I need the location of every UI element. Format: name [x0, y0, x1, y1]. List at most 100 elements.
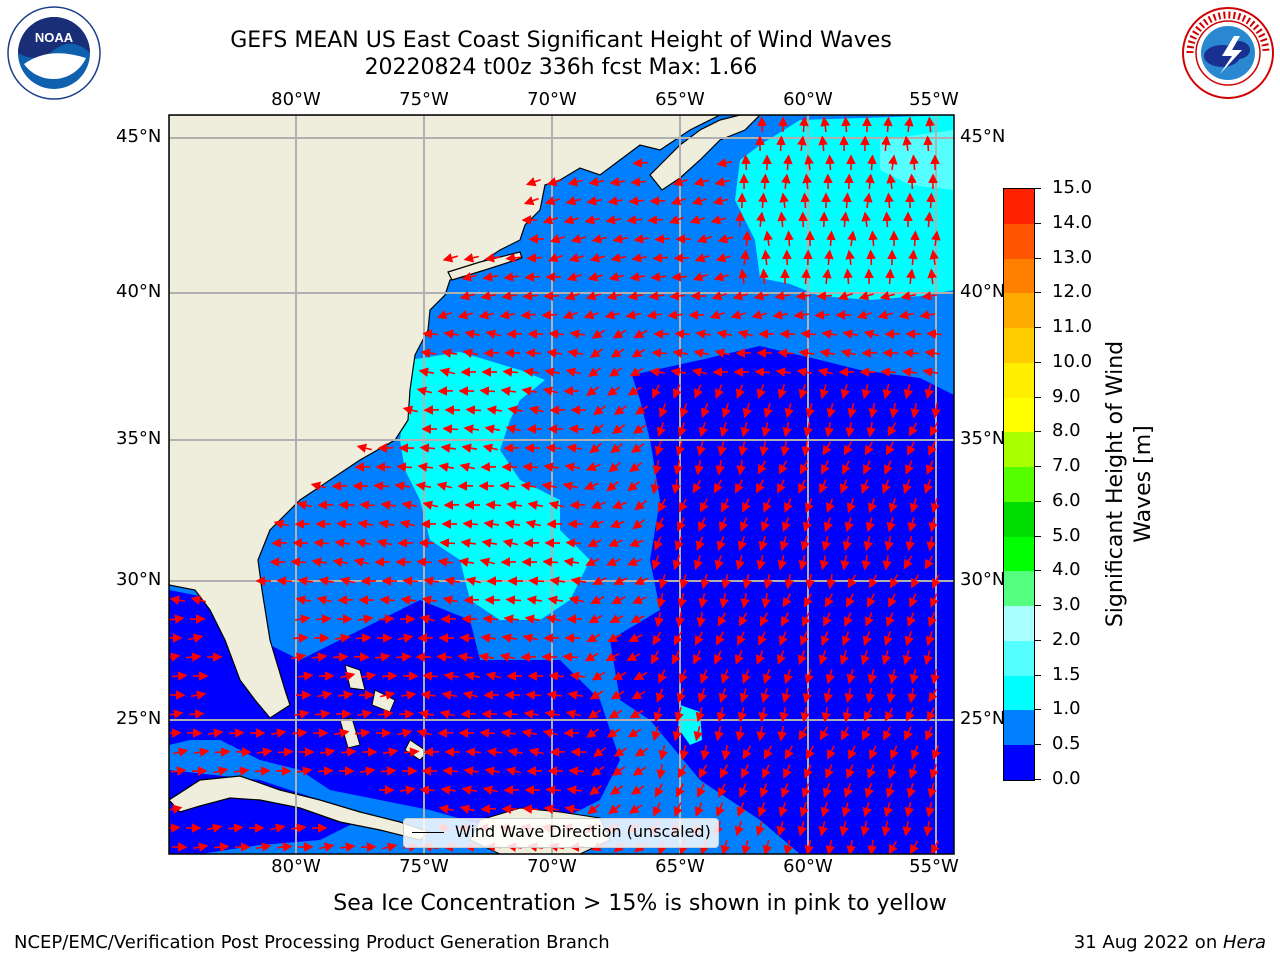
wave-direction-arrow	[440, 443, 457, 453]
wave-direction-arrow	[742, 230, 752, 247]
wave-direction-arrow	[546, 177, 562, 187]
wave-direction-arrow	[784, 573, 794, 590]
wave-direction-arrow	[297, 576, 314, 586]
wave-direction-arrow	[436, 481, 452, 491]
wave-direction-arrow	[904, 460, 914, 475]
wave-direction-arrow	[882, 554, 892, 571]
wave-direction-arrow	[818, 650, 828, 666]
wave-direction-arrow	[549, 576, 566, 586]
wave-direction-arrow	[570, 234, 586, 244]
colorbar-tick-mark	[1035, 327, 1041, 329]
wave-direction-arrow	[373, 481, 390, 491]
wave-direction-arrow	[355, 633, 372, 643]
wave-direction-arrow	[630, 177, 647, 187]
wave-direction-arrow	[798, 479, 807, 494]
wave-direction-arrow	[799, 631, 809, 646]
wave-direction-arrow	[758, 631, 767, 646]
wave-direction-arrow	[802, 612, 811, 627]
wave-direction-arrow	[714, 348, 730, 358]
wave-direction-arrow	[888, 840, 898, 854]
wave-direction-arrow	[738, 441, 748, 457]
wave-direction-arrow	[924, 348, 941, 358]
colorbar-segment	[1004, 571, 1034, 607]
colorbar-tick-mark	[1035, 639, 1041, 641]
wave-direction-arrow	[693, 384, 703, 399]
wave-direction-arrow	[698, 764, 708, 779]
colorbar-tick-mark	[1035, 535, 1041, 537]
wave-region-mid-center	[400, 352, 590, 620]
wave-direction-arrow	[860, 650, 870, 666]
wave-direction-arrow	[737, 329, 753, 339]
wave-direction-arrow	[541, 310, 558, 320]
wave-direction-arrow	[717, 441, 727, 457]
wave-direction-arrow	[276, 576, 293, 586]
wave-direction-arrow	[779, 707, 789, 723]
wave-direction-arrow	[656, 422, 666, 438]
wave-direction-arrow	[591, 671, 606, 681]
wave-direction-arrow	[734, 479, 744, 494]
wave-direction-arrow	[847, 230, 857, 247]
wave-direction-arrow	[697, 688, 707, 704]
lon-label-bottom: 75°W	[399, 856, 449, 877]
wave-direction-arrow	[439, 367, 455, 377]
wave-direction-arrow	[629, 709, 644, 719]
wave-direction-arrow	[889, 745, 899, 760]
wave-direction-arrow	[462, 348, 478, 358]
wave-direction-arrow	[439, 538, 456, 548]
wave-direction-arrow	[735, 384, 745, 399]
colorbar-tick-mark	[1035, 744, 1041, 746]
wave-direction-arrow	[929, 249, 939, 266]
wave-direction-arrow	[783, 840, 793, 854]
wave-direction-arrow	[804, 154, 814, 171]
wave-direction-arrow	[762, 840, 772, 854]
colorbar-segment	[1004, 189, 1034, 224]
wave-direction-arrow	[734, 650, 744, 665]
wave-direction-arrow	[840, 211, 850, 228]
wave-direction-arrow	[689, 215, 705, 225]
wave-direction-arrow	[806, 745, 815, 760]
wave-direction-arrow	[883, 726, 892, 741]
wave-direction-arrow	[395, 652, 412, 662]
wave-direction-arrow	[776, 135, 786, 152]
wave-direction-arrow	[861, 383, 871, 400]
wave-direction-arrow	[677, 764, 687, 779]
wave-direction-arrow	[634, 747, 649, 757]
wave-direction-arrow	[295, 595, 312, 605]
wave-direction-arrow	[507, 405, 524, 415]
wave-direction-arrow	[563, 557, 580, 567]
wave-direction-arrow	[735, 211, 745, 228]
wave-direction-arrow	[800, 329, 817, 339]
wave-direction-arrow	[564, 462, 581, 472]
wave-direction-arrow	[653, 707, 663, 723]
wave-direction-arrow	[869, 745, 878, 760]
wave-direction-arrow	[761, 592, 771, 609]
wave-direction-arrow	[847, 574, 857, 589]
wave-direction-arrow	[458, 557, 475, 567]
wave-direction-arrow	[860, 821, 870, 837]
wave-direction-arrow	[479, 557, 495, 567]
wave-direction-arrow	[562, 481, 578, 491]
wave-direction-arrow	[333, 728, 350, 738]
wave-direction-arrow	[276, 842, 293, 852]
wave-direction-arrow	[401, 500, 418, 510]
wave-direction-arrow	[584, 652, 599, 662]
wave-direction-arrow	[799, 116, 809, 133]
wave-direction-arrow	[171, 671, 188, 681]
wave-direction-arrow	[655, 688, 665, 703]
wave-direction-arrow	[904, 116, 914, 133]
wave-direction-arrow	[800, 536, 810, 552]
colorbar-segment	[1004, 258, 1034, 294]
wave-direction-arrow	[793, 310, 810, 320]
wave-direction-arrow	[758, 707, 768, 723]
wave-direction-arrow	[927, 612, 937, 628]
wave-direction-arrow	[463, 253, 479, 263]
wave-direction-arrow	[673, 460, 683, 476]
wave-direction-arrow	[214, 747, 231, 757]
wave-direction-arrow	[756, 211, 766, 228]
wave-direction-arrow	[658, 745, 668, 761]
wave-direction-arrow	[277, 747, 294, 757]
lat-label-left: 40°N	[116, 281, 162, 302]
wave-direction-arrow	[879, 291, 895, 301]
wave-direction-arrow	[484, 424, 501, 434]
wave-direction-arrow	[672, 177, 688, 187]
